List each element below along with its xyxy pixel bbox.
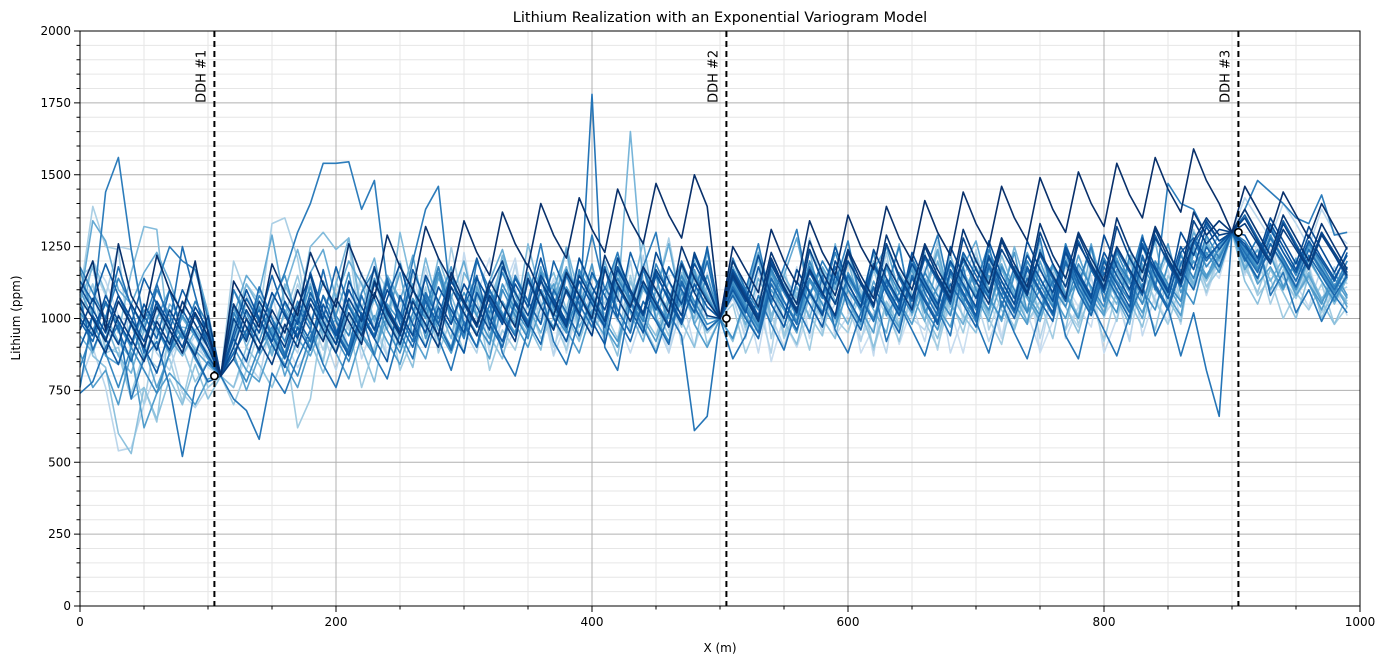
- ddh-layer: DDH #1 DDH #2 DDH #3: [194, 31, 1243, 606]
- ddh-data-point: [722, 314, 731, 323]
- x-tick-label: 400: [581, 615, 604, 629]
- x-tick-label: 200: [325, 615, 348, 629]
- realization-line: [79, 148, 1348, 377]
- y-tick-label: 500: [48, 455, 71, 469]
- ddh-data-point: [209, 371, 219, 381]
- y-tick-label: 750: [48, 383, 71, 397]
- chart-title: Lithium Realization with an Exponential …: [513, 10, 927, 26]
- y-tick-label: 1250: [40, 240, 71, 254]
- y-tick-label: 0: [63, 599, 71, 613]
- realization-line: [79, 93, 1348, 458]
- x-tick-label: 800: [1093, 615, 1116, 629]
- ddh-label: DDH #1: [194, 50, 209, 103]
- realization-line: [79, 214, 1348, 377]
- y-tick-label: 1750: [40, 96, 71, 110]
- realization-line: [79, 208, 1348, 377]
- series-layer: [79, 93, 1348, 458]
- realization-line: [79, 217, 1348, 377]
- realization-line: [79, 231, 1348, 395]
- y-axis-label: Lithium (ppm): [9, 275, 23, 360]
- y-tick-label: 250: [48, 527, 71, 541]
- ddh-data-point: [1234, 227, 1243, 237]
- ddh-label: DDH #2: [706, 50, 721, 103]
- realization-line: [79, 217, 1348, 377]
- x-tick-label: 1000: [1345, 615, 1376, 629]
- y-tick-label: 1000: [40, 312, 71, 326]
- y-tick-label: 2000: [40, 24, 71, 38]
- x-tick-label: 0: [76, 615, 84, 629]
- ddh-label: DDH #3: [1218, 50, 1233, 103]
- realization-line: [79, 231, 1348, 383]
- ticks-layer: 0 200 400 600 800 1000 0 250 500 750 1000 1250 1500 1…: [40, 24, 1375, 629]
- y-tick-label: 1500: [40, 168, 71, 182]
- x-axis-label: X (m): [703, 641, 736, 655]
- x-tick-label: 600: [837, 615, 860, 629]
- realization-line: [79, 228, 1348, 377]
